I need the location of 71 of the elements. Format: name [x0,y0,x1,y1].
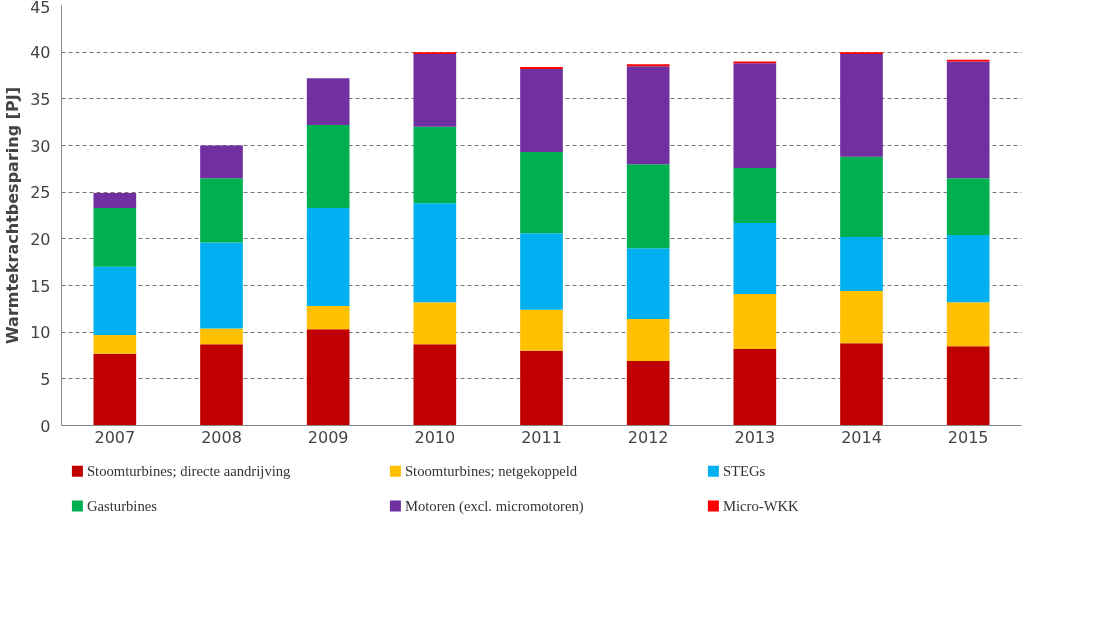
x-tick-label: 2010 [414,427,456,447]
x-tick-label: 2012 [627,427,669,447]
bar [840,236,883,292]
x-tick-label: 2015 [947,427,989,447]
legend-label: Stoomturbines; directe aandrijving [86,463,292,480]
bar [626,319,670,362]
bar [93,353,137,426]
bar [306,124,350,209]
x-tick-label: 2007 [94,427,136,447]
bar [626,248,670,320]
bar [93,193,137,209]
bar [626,361,670,426]
y-axis-title: Warmtekrachtbesparing [PJ] [3,87,23,344]
y-tick-label: 5 [40,369,51,389]
x-tick-label: 2014 [841,427,882,447]
bar [946,235,990,303]
bar [93,208,137,267]
bar [306,329,350,426]
bar [200,178,243,243]
bar [413,302,457,345]
bar [520,233,563,310]
y-tick-label: 15 [30,276,51,296]
bar [840,291,883,344]
bar [840,156,883,237]
bar [413,54,457,127]
bar [520,309,563,351]
bar [840,54,883,157]
legend-label: STEGs [722,463,766,480]
bar [946,178,990,236]
x-tick-label: 2008 [201,427,242,447]
legend-label: Micro-WKK [722,497,800,514]
bar [733,63,777,168]
bar [520,68,563,153]
legend-label: Gasturbines [86,497,158,514]
bar [200,242,243,329]
y-tick-label: 20 [30,229,51,249]
bar [626,66,670,165]
y-tick-label: 30 [30,136,51,156]
bar [733,348,777,426]
y-tick-label: 10 [30,323,51,343]
bar [93,266,137,335]
bar [840,343,883,426]
y-tick-label: 35 [30,89,51,109]
bar [413,344,457,426]
x-tick-label: 2009 [307,427,349,447]
legend-label: Stoomturbines; netgekoppeld [404,463,578,480]
bar [946,346,990,426]
bar [733,293,777,349]
y-tick-label: 0 [40,416,51,436]
x-tick-label: 2013 [734,427,776,447]
bar [306,306,350,330]
bar [520,152,563,234]
y-tick-label: 25 [30,183,51,203]
bar [733,167,777,223]
bar [520,350,563,426]
bar [413,203,457,303]
y-tick-label: 40 [30,43,51,63]
bar [93,334,137,354]
y-tick-label: 45 [30,0,51,17]
bar [413,126,457,204]
bar [200,328,243,345]
bar [946,302,990,347]
bar [200,344,243,426]
bar [306,78,350,125]
bar [733,222,777,294]
bar [200,145,243,179]
bar [946,61,990,179]
bar [306,208,350,307]
bar [626,164,670,249]
x-tick-label: 2011 [521,427,562,447]
legend-label: Motoren (excl. micromotoren) [404,497,584,515]
